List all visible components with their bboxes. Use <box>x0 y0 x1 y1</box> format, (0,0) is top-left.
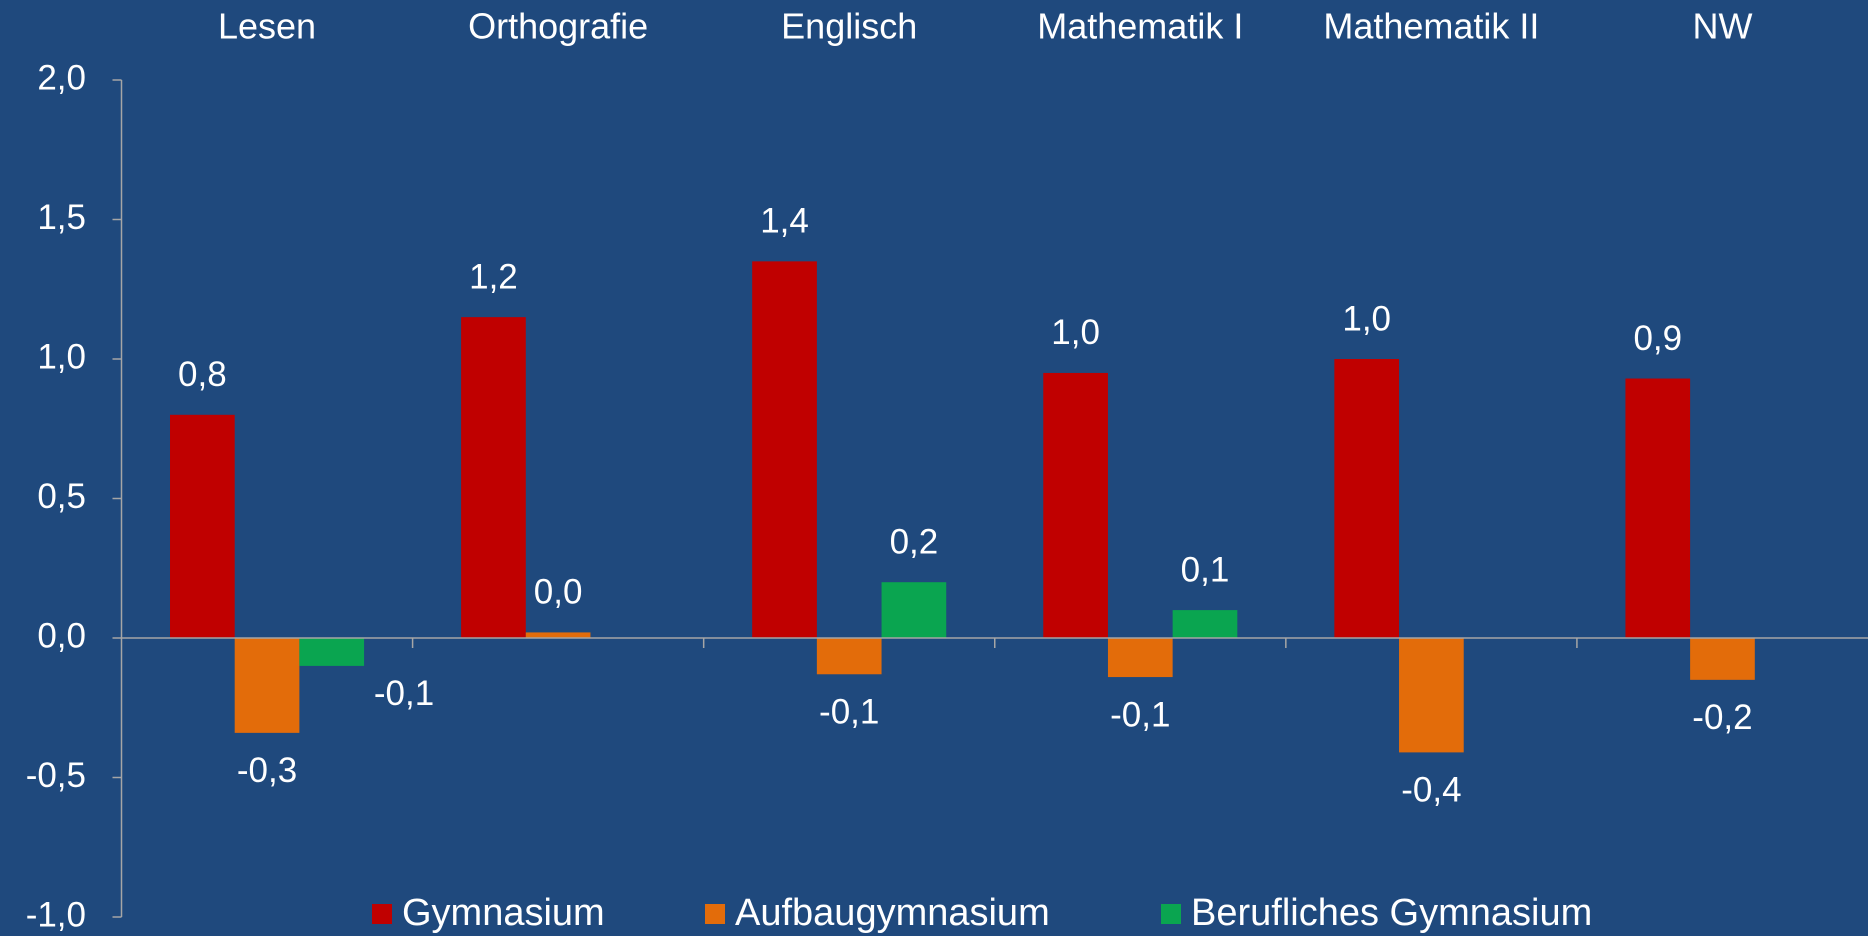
category-label: Lesen <box>218 6 316 47</box>
legend-swatch <box>372 904 392 924</box>
bar <box>461 317 526 638</box>
category-label: Mathematik II <box>1323 6 1539 47</box>
bar <box>1690 638 1755 680</box>
legend-swatch <box>1161 904 1181 924</box>
data-label: -0,1 <box>374 674 434 713</box>
bar <box>1334 359 1400 638</box>
bar <box>816 638 882 675</box>
bar <box>1625 378 1691 638</box>
bar <box>752 261 817 638</box>
data-label: 1,0 <box>1342 299 1391 338</box>
data-label: 0,9 <box>1633 319 1682 358</box>
y-tick-label: 1,5 <box>37 198 86 237</box>
bar <box>1172 610 1238 638</box>
legend-label: Aufbaugymnasium <box>735 892 1050 934</box>
bar <box>170 414 235 638</box>
y-tick-label: -1,0 <box>26 895 86 934</box>
bar <box>234 638 300 733</box>
bar <box>299 638 365 666</box>
y-tick-label: 0,0 <box>37 616 86 655</box>
bar <box>881 582 947 638</box>
data-label: -0,1 <box>1110 695 1170 734</box>
data-label: 1,4 <box>760 202 809 241</box>
bar <box>1107 638 1173 678</box>
bar <box>1399 638 1464 753</box>
y-tick-label: 0,5 <box>37 477 86 516</box>
data-label: 0,1 <box>1181 550 1230 589</box>
y-tick-label: 1,0 <box>37 337 86 376</box>
category-label: Orthografie <box>468 6 648 47</box>
category-label: Englisch <box>781 6 917 47</box>
y-tick-label: -0,5 <box>26 756 86 795</box>
data-label: 1,0 <box>1051 313 1100 352</box>
bar <box>525 632 591 638</box>
category-label: Mathematik I <box>1037 6 1243 47</box>
data-label: -0,1 <box>819 693 879 732</box>
category-label: NW <box>1692 6 1752 47</box>
data-label: 0,8 <box>178 355 227 394</box>
y-tick-label: 2,0 <box>37 58 86 97</box>
data-label: -0,4 <box>1401 771 1461 810</box>
legend-label: Berufliches Gymnasium <box>1191 892 1592 934</box>
legend-swatch <box>705 904 725 924</box>
data-label: 0,0 <box>534 573 583 612</box>
data-label: 1,2 <box>469 257 518 296</box>
data-label: -0,3 <box>237 751 297 790</box>
data-label: 0,2 <box>890 522 939 561</box>
bar <box>1043 372 1108 638</box>
legend-label: Gymnasium <box>402 892 605 934</box>
data-label: -0,2 <box>1692 698 1752 737</box>
